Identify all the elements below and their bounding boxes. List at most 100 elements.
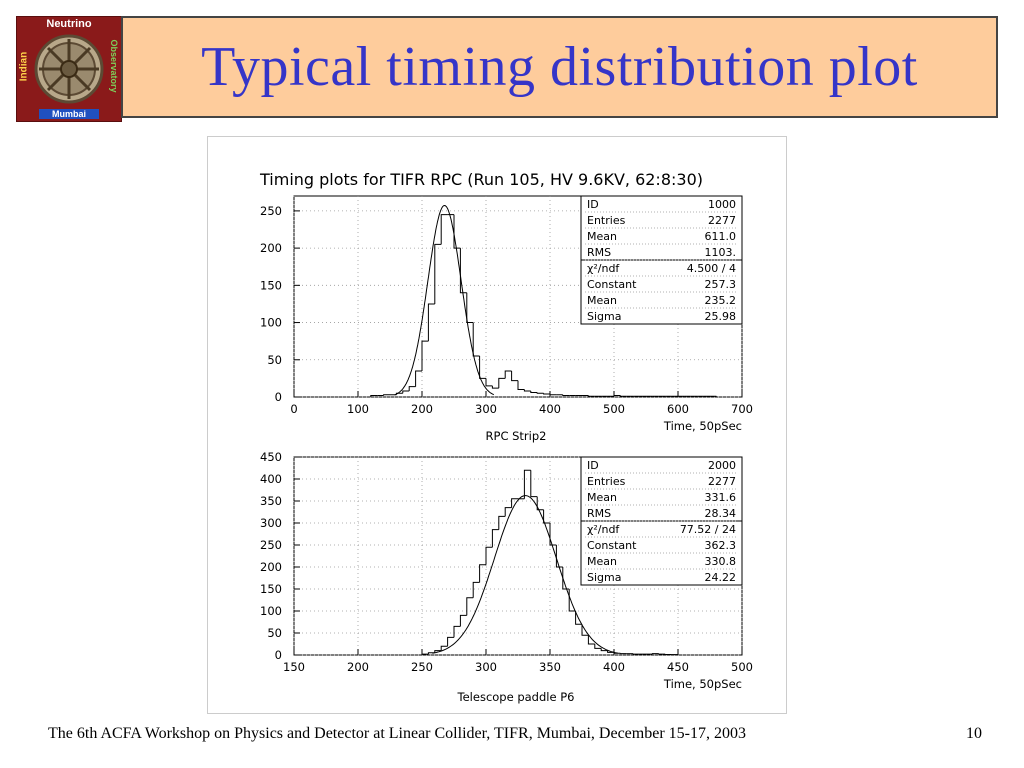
stats-value: 25.98 [705, 310, 737, 323]
histogram-bin [530, 470, 538, 498]
histogram-bin [370, 395, 378, 397]
stats-value: 2277 [708, 214, 736, 227]
y-tick-label: 200 [260, 560, 282, 574]
x-tick-label: 200 [411, 402, 433, 416]
histogram-bin [402, 390, 410, 394]
stats-value: 611.0 [705, 230, 737, 243]
histogram-bin [523, 389, 531, 392]
histogram-bin [447, 636, 454, 647]
timing-plots: Timing plots for TIFR RPC (Run 105, HV 9… [259, 170, 753, 704]
histogram-subtitle: Telescope paddle P6 [457, 690, 575, 704]
stats-label: RMS [587, 246, 611, 259]
histogram-bin [504, 370, 512, 379]
stats-label: Constant [587, 278, 637, 291]
histogram-panel-1000: 0 100 200 300 400 500 600 700 0 50 100 150 200 250 ID 1… [260, 195, 753, 443]
histogram-bin [466, 292, 474, 324]
stats-value: 362.3 [705, 539, 737, 552]
histogram-bin [415, 370, 422, 387]
x-tick-label: 350 [539, 660, 561, 674]
histogram-bin [575, 611, 582, 625]
stats-value: 257.3 [705, 278, 737, 291]
y-tick-label: 100 [260, 316, 282, 330]
stats-label: Entries [587, 214, 626, 227]
x-tick-label: 150 [283, 660, 305, 674]
y-tick-label: 200 [260, 241, 282, 255]
histogram-bin [549, 523, 557, 546]
histogram-bin [498, 515, 506, 530]
histogram-bin [549, 394, 557, 396]
y-tick-label: 250 [260, 538, 282, 552]
y-tick-label: 150 [260, 582, 282, 596]
y-tick-label: 150 [260, 278, 282, 292]
stats-value: 28.34 [705, 507, 737, 520]
histogram-bin [562, 394, 570, 397]
x-tick-label: 300 [475, 660, 497, 674]
histogram-bin [491, 529, 499, 548]
histogram-bin [536, 392, 544, 394]
histogram-bin [511, 498, 518, 508]
x-tick-label: 450 [667, 660, 689, 674]
histogram-bin [607, 650, 614, 653]
stats-value: 2277 [708, 475, 736, 488]
histogram-bin [485, 378, 493, 387]
stats-label: Mean [587, 230, 617, 243]
y-tick-label: 450 [260, 450, 282, 464]
histogram-bin [600, 648, 608, 652]
histogram-bin [472, 322, 480, 357]
histogram-bin [466, 597, 474, 616]
stats-value: 331.6 [705, 491, 737, 504]
histogram-bin [491, 385, 499, 389]
y-tick-label: 100 [260, 604, 282, 618]
stats-value: 77.52 / 24 [680, 523, 736, 536]
y-tick-label: 0 [275, 390, 282, 404]
stats-label: χ²/ndf [587, 262, 620, 275]
histogram-bin [587, 635, 595, 645]
histogram-bin [440, 214, 448, 245]
wheel-icon [34, 34, 104, 104]
stats-value: 235.2 [705, 294, 737, 307]
histogram-bin [485, 546, 493, 565]
histogram-bin [613, 395, 621, 397]
figure-panel: Timing plots for TIFR RPC (Run 105, HV 9… [207, 136, 787, 714]
stats-label: ID [587, 459, 599, 472]
x-tick-label: 500 [731, 660, 753, 674]
logo-left-text: Indian [18, 51, 30, 82]
histogram-bin [383, 394, 390, 396]
histogram-bin [543, 393, 550, 395]
x-tick-label: 100 [347, 402, 369, 416]
histogram-panel-2000: 150 200 250 300 350 400 450 500 0 50 100 150 200 250 3… [260, 450, 753, 704]
histogram-bin [421, 653, 429, 655]
y-tick-label: 0 [275, 648, 282, 662]
y-tick-label: 350 [260, 494, 282, 508]
x-tick-label: 250 [411, 660, 433, 674]
histogram-bin [421, 340, 429, 371]
histogram-bin [511, 370, 518, 382]
stats-value: 1000 [708, 198, 736, 211]
histogram-bin [427, 303, 435, 342]
histogram-bin [440, 645, 448, 651]
histogram-bin [517, 380, 525, 391]
x-axis-label: Time, 50pSec [663, 419, 742, 433]
histogram-bin [434, 650, 442, 653]
gaussian-fit-curve [432, 495, 619, 654]
stats-label: Mean [587, 294, 617, 307]
histogram-bin [459, 614, 467, 627]
stats-label: Constant [587, 539, 637, 552]
histogram-bin [434, 243, 442, 304]
histogram-bin [619, 395, 627, 397]
histogram-bin [530, 391, 538, 394]
stats-label: χ²/ndf [587, 523, 620, 536]
stats-value: 330.8 [705, 555, 737, 568]
y-tick-label: 250 [260, 204, 282, 218]
stats-value: 1103. [705, 246, 737, 259]
stats-label: ID [587, 198, 599, 211]
x-tick-label: 0 [290, 402, 297, 416]
stats-value: 4.500 / 4 [687, 262, 736, 275]
x-tick-label: 400 [603, 660, 625, 674]
histogram-bin [594, 644, 602, 649]
y-tick-label: 400 [260, 472, 282, 486]
x-tick-label: 300 [475, 402, 497, 416]
logo-right-text: Observatory [109, 39, 119, 93]
stats-label: Entries [587, 475, 626, 488]
stats-label: RMS [587, 507, 611, 520]
